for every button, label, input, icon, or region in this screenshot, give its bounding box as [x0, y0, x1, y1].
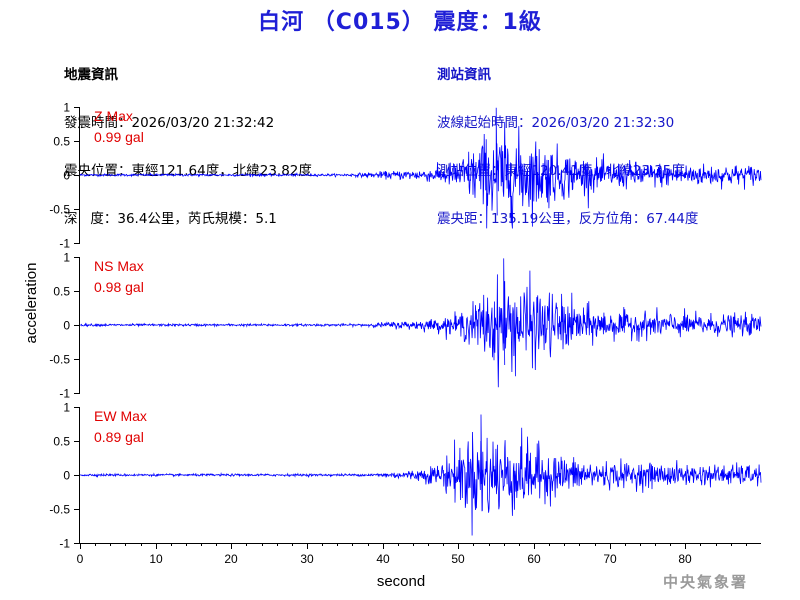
- x-axis-label: second: [377, 573, 425, 590]
- x-tick-label: 40: [376, 552, 390, 566]
- max-name-label: EW Max: [94, 408, 147, 424]
- x-axis: 0 10 20 30 40 50 60 70 80: [77, 543, 761, 566]
- x-tick-label: 70: [603, 552, 617, 566]
- origin-time: 發震時間：2026/03/20 21:32:42: [64, 115, 275, 131]
- trace-line: [79, 414, 762, 536]
- earthquake-info-header: 地震資訊: [64, 67, 118, 83]
- y-axis-label: acceleration: [23, 263, 40, 344]
- trace-line: [79, 107, 762, 229]
- max-value-label: 0.99 gal: [94, 129, 144, 145]
- trace-panel: 1 0.5 0 -0.5 -1 Z Max 0.99 gal: [49, 101, 762, 251]
- x-tick-label: 80: [678, 552, 692, 566]
- page-title: 白河 （C015） 震度：1級: [258, 10, 542, 35]
- station-info-header: 測站資訊: [437, 67, 491, 83]
- max-name-label: NS Max: [94, 258, 144, 274]
- trace-line: [79, 258, 762, 388]
- x-tick-label: 60: [527, 552, 541, 566]
- distance-azimuth: 震央距：135.19公里，反方位角：67.44度: [437, 211, 699, 227]
- y-tick-label: -0.5: [49, 203, 70, 217]
- y-tick-label: 1: [63, 401, 70, 415]
- x-tick-label: 30: [300, 552, 314, 566]
- y-tick-label: 1: [63, 101, 70, 115]
- max-value-label: 0.89 gal: [94, 429, 144, 445]
- agency-watermark: 中央氣象署: [662, 573, 748, 591]
- max-value-label: 0.98 gal: [94, 279, 144, 295]
- y-tick-label: -0.5: [49, 503, 70, 517]
- y-tick-label: 0.5: [53, 435, 70, 449]
- x-tick-label: 20: [224, 552, 238, 566]
- y-tick-label: 0.5: [53, 285, 70, 299]
- depth-magnitude: 深 度：36.4公里，芮氏規模：5.1: [64, 211, 277, 227]
- y-tick-label: 0: [63, 319, 70, 333]
- max-name-label: Z Max: [94, 108, 133, 124]
- trace-panel: 1 0.5 0 -0.5 -1 EW Max 0.89 gal: [49, 401, 762, 551]
- y-tick-label: 0.5: [53, 135, 70, 149]
- y-tick-label: 0: [63, 469, 70, 483]
- x-tick-label: 50: [451, 552, 465, 566]
- y-tick-label: -1: [59, 387, 70, 401]
- wave-start-time: 波線起始時間：2026/03/20 21:32:30: [437, 115, 675, 131]
- earthquake-info: 地震資訊 發震時間：2026/03/20 21:32:42 震央位置：東經121…: [64, 35, 312, 243]
- x-tick-label: 0: [77, 552, 84, 566]
- y-tick-label: -1: [59, 537, 70, 551]
- y-tick-label: -1: [59, 237, 70, 251]
- trace-panel: 1 0.5 0 -0.5 -1 NS Max 0.98 gal: [49, 251, 762, 401]
- x-tick-label: 10: [149, 552, 163, 566]
- station-info: 測站資訊 波線起始時間：2026/03/20 21:32:30 測站位置：東經1…: [437, 35, 698, 243]
- y-tick-label: 1: [63, 251, 70, 265]
- y-tick-label: -0.5: [49, 353, 70, 367]
- y-tick-label: 0: [63, 169, 70, 183]
